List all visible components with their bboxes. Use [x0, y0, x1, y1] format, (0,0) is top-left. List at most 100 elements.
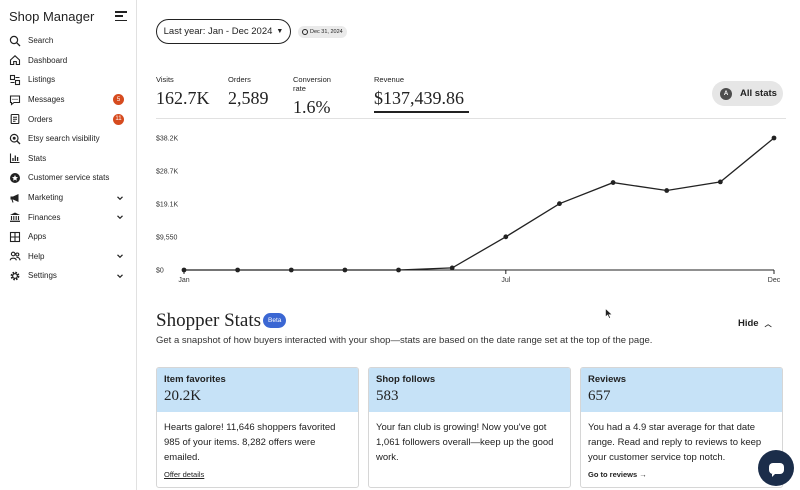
bank-icon: [9, 211, 21, 223]
sidebar-item-label: Finances: [28, 212, 61, 222]
card-title: Shop follows: [376, 374, 436, 385]
data-point: [771, 135, 777, 141]
people-icon: [9, 250, 21, 262]
sidebar-item-label: Settings: [28, 271, 57, 281]
menu-collapse-icon[interactable]: [115, 11, 127, 21]
messages-icon: [9, 94, 21, 106]
sidebar-item-customer-service-stats[interactable]: Customer service stats: [0, 168, 136, 188]
kpi-conversion-rate[interactable]: Conversion rate 1.6%: [293, 75, 331, 118]
x-tick-label: Jul: [501, 277, 510, 284]
last-updated-text: Dec 31, 2024: [310, 29, 343, 35]
sidebar-item-stats[interactable]: Stats: [0, 149, 136, 169]
star-badge-icon: [9, 172, 21, 184]
data-point: [181, 267, 187, 273]
sidebar-item-label: Marketing: [28, 193, 64, 203]
kpi-value: 1.6%: [293, 97, 331, 117]
sidebar-item-search[interactable]: Search: [0, 31, 136, 51]
sidebar-item-marketing[interactable]: Marketing: [0, 188, 136, 208]
kpi-orders[interactable]: Orders 2,589: [228, 75, 269, 109]
stats-avatar-icon: A: [720, 87, 732, 100]
sidebar-item-label: Orders: [28, 114, 53, 124]
kpi-label: Conversion rate: [293, 75, 331, 93]
data-point: [717, 179, 723, 185]
main-content: Last year: Jan - Dec 2024 ▼ Dec 31, 2024…: [137, 0, 800, 490]
card-body: Your fan club is growing! Now you've got…: [376, 422, 554, 463]
search-visibility-icon: [9, 133, 21, 145]
sidebar-header: Shop Manager: [9, 7, 127, 25]
card-header: Reviews 657: [581, 368, 782, 412]
kpi-label: Visits: [156, 75, 174, 84]
card-title: Reviews: [588, 374, 627, 385]
chevron-down-icon[interactable]: [116, 194, 124, 202]
hide-button[interactable]: Hide ︿: [738, 318, 772, 329]
y-tick-label: $19.1K: [156, 202, 179, 209]
date-range-dropdown[interactable]: Last year: Jan - Dec 2024 ▼: [156, 19, 291, 44]
all-stats-button[interactable]: A All stats: [712, 81, 783, 106]
data-point: [342, 267, 348, 273]
x-tick-label: Dec: [768, 277, 781, 284]
card-body: You had a 4.9 star average for that date…: [588, 422, 762, 463]
kpi-revenue[interactable]: Revenue $137,439.86: [374, 75, 469, 113]
sidebar-item-listings[interactable]: Listings: [0, 70, 136, 90]
card-value: 657: [588, 388, 611, 404]
sidebar-item-label: Stats: [28, 153, 47, 163]
stats-icon: [9, 152, 21, 164]
data-point: [396, 267, 401, 273]
sidebar-item-label: Listings: [28, 75, 56, 85]
revenue-chart: $0 $9,550 $19.1K $28.7K $38.2K Jan Jul Dec: [156, 135, 781, 285]
sidebar-item-finances[interactable]: Finances: [0, 207, 136, 227]
kpi-divider: [156, 118, 786, 119]
sidebar-item-label: Customer service stats: [28, 173, 110, 183]
megaphone-icon: [9, 192, 21, 204]
sidebar-title: Shop Manager: [9, 8, 95, 24]
gear-icon: [9, 270, 21, 282]
offer-details-link[interactable]: Offer details: [164, 470, 205, 479]
sidebar-item-label: Apps: [28, 232, 47, 242]
kpi-label: Revenue: [374, 75, 405, 84]
sidebar-item-settings[interactable]: Settings: [0, 266, 136, 286]
data-point: [557, 201, 562, 207]
data-point: [449, 265, 455, 271]
kpi-label: Orders: [228, 75, 251, 84]
chat-bubble-icon: [768, 462, 784, 477]
sidebar-item-search-visibility[interactable]: Etsy search visibility: [0, 129, 136, 149]
kpi-visits[interactable]: Visits 162.7K: [156, 75, 210, 109]
date-range-label: Last year: Jan - Dec 2024: [163, 26, 273, 37]
all-stats-label: All stats: [740, 88, 777, 99]
sidebar-item-messages[interactable]: Messages 5: [0, 90, 136, 110]
card-value: 20.2K: [164, 388, 202, 404]
series-line: [184, 137, 775, 271]
sidebar-item-label: Messages: [28, 95, 65, 105]
sidebar-item-dashboard[interactable]: Dashboard: [0, 51, 136, 71]
sidebar-item-help[interactable]: Help: [0, 247, 136, 267]
listings-icon: [9, 74, 21, 86]
x-tick-label: Jan: [178, 277, 189, 284]
home-icon: [9, 54, 21, 66]
clock-icon: [302, 29, 308, 35]
chevron-down-icon[interactable]: [116, 213, 124, 221]
chevron-down-icon[interactable]: [116, 272, 124, 280]
data-point: [235, 267, 241, 273]
hide-label: Hide: [738, 318, 759, 329]
y-tick-label: $38.2K: [156, 136, 179, 143]
sidebar-item-orders[interactable]: Orders 11: [0, 109, 136, 129]
beta-badge: Beta: [263, 313, 287, 328]
go-to-reviews-link[interactable]: Go to reviews →: [588, 470, 647, 479]
card-item-favorites: Item favorites 20.2K Hearts galore! 11,6…: [156, 367, 359, 488]
card-body: Hearts galore! 11,646 shoppers favorited…: [164, 422, 336, 463]
card-reviews: Reviews 657 You had a 4.9 star average f…: [580, 367, 783, 488]
orders-count-badge: 11: [113, 113, 124, 125]
y-tick-label: $28.7K: [156, 169, 179, 176]
sidebar-item-apps[interactable]: Apps: [0, 227, 136, 247]
mouse-cursor-icon: [605, 308, 613, 319]
sidebar: Shop Manager Search Dashboard Listings M…: [0, 0, 137, 490]
data-point: [610, 180, 616, 185]
chevron-up-icon: ︿: [764, 320, 772, 328]
chevron-down-icon[interactable]: [116, 252, 124, 260]
sidebar-item-label: Dashboard: [28, 55, 68, 65]
kpi-value: 162.7K: [156, 88, 210, 108]
card-title: Item favorites: [164, 374, 226, 385]
card-header: Shop follows 583: [369, 368, 570, 412]
chat-button[interactable]: [758, 450, 794, 486]
y-tick-label: $0: [156, 268, 164, 275]
